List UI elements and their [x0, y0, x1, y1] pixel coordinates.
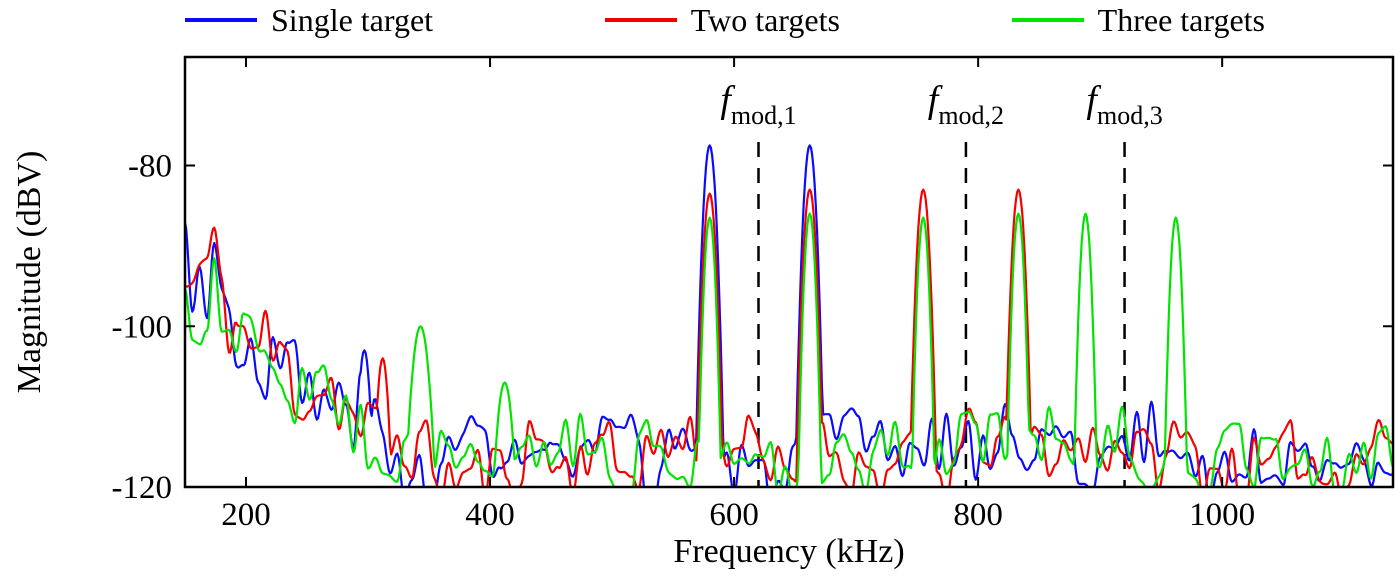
x-tick-label: 600 — [709, 497, 759, 533]
legend-label-single-target: Single target — [271, 2, 434, 38]
legend-item-single-target: Single target — [185, 0, 433, 40]
series-line-two-targets — [185, 188, 1393, 487]
legend-swatch-two-targets — [604, 18, 677, 22]
legend-label-two-targets: Two targets — [690, 2, 840, 38]
x-tick-label: 800 — [953, 497, 1003, 533]
legend-item-three-targets: Three targets — [1011, 0, 1265, 40]
x-tick-label: 200 — [221, 497, 271, 533]
annotation-fmod3: fmod,3 — [1086, 79, 1162, 130]
series-line-single-target — [185, 144, 1393, 487]
y-tick-label: -100 — [112, 309, 173, 345]
y-tick-label: -80 — [128, 149, 172, 185]
legend: Single target Two targets Three targets — [185, 0, 1265, 40]
legend-label-three-targets: Three targets — [1097, 2, 1265, 38]
x-tick-label: 1000 — [1189, 497, 1255, 533]
y-tick-label: -120 — [112, 470, 173, 506]
legend-swatch-single-target — [185, 18, 257, 22]
x-axis-label: Frequency (kHz) — [673, 533, 905, 570]
series-line-three-targets — [185, 212, 1393, 487]
annotation-fmod2: fmod,2 — [928, 79, 1004, 130]
y-axis-label: Magnitude (dBV) — [11, 150, 48, 394]
legend-item-two-targets: Two targets — [604, 0, 840, 40]
legend-swatch-three-targets — [1011, 18, 1084, 22]
plot-border — [183, 55, 1395, 489]
annotation-fmod1: fmod,1 — [720, 79, 796, 130]
x-tick-label: 400 — [465, 497, 515, 533]
